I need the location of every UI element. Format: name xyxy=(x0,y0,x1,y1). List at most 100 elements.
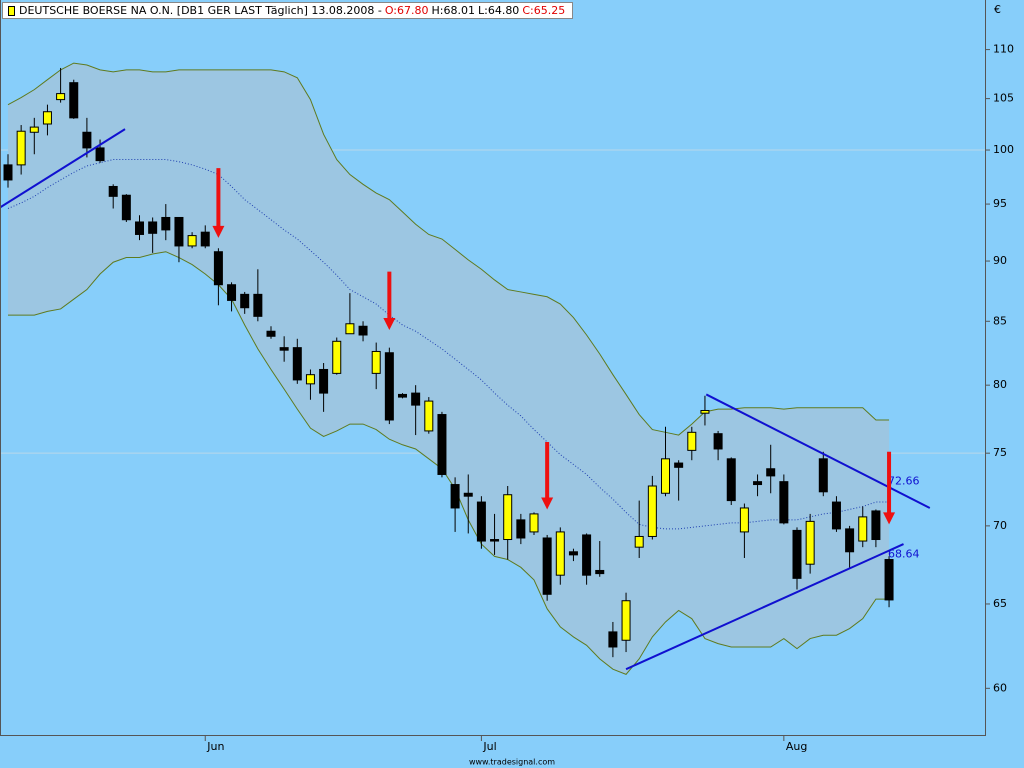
candle-body xyxy=(174,216,184,247)
signal-head xyxy=(883,512,896,525)
candle-body xyxy=(516,519,526,539)
footer: www.tradesignal.com xyxy=(469,758,555,767)
candle-body xyxy=(398,393,407,398)
trendline-label: 72.66 xyxy=(888,475,920,488)
currency: € xyxy=(994,3,1001,16)
candle-body xyxy=(3,164,13,181)
x-tick-label: Jun xyxy=(206,740,224,753)
candle-body xyxy=(766,468,776,477)
candle-body xyxy=(437,414,447,475)
upper-band xyxy=(7,62,890,436)
candle-body xyxy=(753,481,763,486)
signal-head xyxy=(212,225,225,238)
trendline-label: 68.64 xyxy=(888,548,920,561)
trendline xyxy=(705,393,931,509)
trendline xyxy=(0,128,126,209)
signal-arrow xyxy=(212,168,225,238)
candle-body xyxy=(739,507,749,533)
candle-body xyxy=(831,501,841,530)
candle-body xyxy=(529,513,539,533)
chart-header: DEUTSCHE BOERSE NA O.N. [DB1 GER LAST Tä… xyxy=(2,2,574,19)
trendline xyxy=(625,543,904,671)
candle-body xyxy=(213,251,223,286)
candle-body xyxy=(884,559,894,601)
y-tick-label: 100 xyxy=(993,143,1014,156)
y-tick-label: 90 xyxy=(993,254,1007,267)
candle-body xyxy=(542,537,552,595)
x-tick-label: Jul xyxy=(482,740,496,753)
signal-arrow xyxy=(541,441,554,510)
candle-body xyxy=(371,350,381,374)
y-tick-label: 95 xyxy=(993,197,1007,210)
candle-body xyxy=(56,93,66,101)
candle-body xyxy=(266,330,276,337)
candle-body xyxy=(450,484,460,509)
candle-body xyxy=(305,374,315,385)
candle-body xyxy=(253,293,263,317)
y-tick-label: 60 xyxy=(993,681,1007,694)
candle-body xyxy=(871,510,881,541)
candle-body xyxy=(490,539,500,542)
candle-body xyxy=(713,433,723,450)
ohlc-label: H:68.01 xyxy=(431,4,475,17)
candle-body xyxy=(16,130,26,166)
y-tick-label: 70 xyxy=(993,519,1007,532)
candle-body xyxy=(121,194,131,221)
candle-body xyxy=(279,347,289,351)
candle-body xyxy=(332,340,342,374)
candle-body xyxy=(595,569,605,575)
ohlc-label: L:64.80 xyxy=(477,4,520,17)
candle-body xyxy=(95,147,105,162)
candle-body xyxy=(384,352,394,421)
signal-head xyxy=(383,317,396,330)
candle-body xyxy=(292,347,302,381)
candle-body xyxy=(700,409,710,414)
candle-body xyxy=(503,494,513,541)
signal-arrow xyxy=(883,451,896,525)
candle-body xyxy=(555,531,565,576)
candle-body xyxy=(582,534,592,576)
candle-body xyxy=(476,501,486,542)
y-tick-label: 105 xyxy=(993,92,1014,105)
plot: 72.66 68.64 xyxy=(0,62,985,675)
candle-body xyxy=(82,131,92,149)
chart-title: DEUTSCHE BOERSE NA O.N. [DB1 GER LAST Tä… xyxy=(19,4,382,17)
candle-body xyxy=(148,221,158,234)
candle-body xyxy=(187,235,197,247)
candle-body xyxy=(161,216,171,231)
candle-body xyxy=(805,520,815,565)
y-tick-label: 85 xyxy=(993,314,1007,327)
candle-body xyxy=(227,284,237,301)
candle-body xyxy=(240,293,250,309)
candle-body xyxy=(818,458,828,493)
candle-body xyxy=(621,600,631,641)
band-fill xyxy=(8,63,890,675)
candle-body xyxy=(858,516,868,542)
candle-body xyxy=(358,325,368,336)
candle-body xyxy=(647,485,657,537)
candle-body xyxy=(69,82,79,119)
candle-body xyxy=(200,231,210,247)
candle-body xyxy=(674,462,684,468)
candle-body xyxy=(661,458,670,494)
candle-body xyxy=(463,492,473,497)
candle-body xyxy=(319,368,329,394)
candle-body xyxy=(29,126,39,133)
candle-body xyxy=(568,551,578,556)
signal-head xyxy=(541,497,554,510)
candle-body xyxy=(634,535,644,548)
y-tick-label: 65 xyxy=(993,597,1007,610)
candle-body xyxy=(726,458,736,502)
candle-body xyxy=(792,529,802,579)
y-tick-label: 110 xyxy=(993,43,1014,56)
candle-body xyxy=(608,631,618,648)
candle-body xyxy=(845,528,855,553)
x-tick-label: Aug xyxy=(786,740,807,753)
ohlc-label: O:67.80 xyxy=(384,4,429,17)
candle-body xyxy=(108,185,118,197)
candle-body xyxy=(42,111,52,125)
ohlc-label: C:65.25 xyxy=(522,4,566,17)
y-tick-label: 80 xyxy=(993,378,1007,391)
